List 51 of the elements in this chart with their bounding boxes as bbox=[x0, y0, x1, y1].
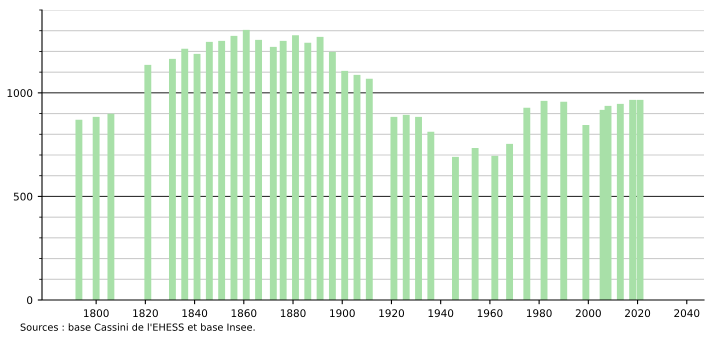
bar bbox=[402, 114, 410, 300]
bar bbox=[366, 78, 373, 300]
x-tick-label: 1860 bbox=[232, 309, 256, 318]
source-note: Sources : base Cassini de l'EHESS et base Insee. bbox=[20, 323, 255, 331]
bar bbox=[354, 74, 360, 300]
bar bbox=[523, 108, 530, 300]
bar bbox=[107, 114, 114, 300]
x-tick-label: 1800 bbox=[84, 309, 109, 318]
x-tick-label: 2040 bbox=[674, 309, 700, 318]
x-tick-label: 1940 bbox=[428, 309, 454, 318]
x-tick-label: 1960 bbox=[478, 309, 502, 318]
bar bbox=[472, 148, 479, 300]
bar bbox=[540, 100, 548, 300]
x-tick-label: 1880 bbox=[280, 309, 306, 318]
bar bbox=[292, 35, 299, 300]
bar bbox=[181, 48, 188, 300]
x-tick-label: 2020 bbox=[625, 309, 650, 318]
bar bbox=[341, 70, 348, 300]
x-tick-label: 1900 bbox=[330, 309, 355, 318]
bar bbox=[560, 102, 568, 300]
bar bbox=[194, 54, 200, 300]
y-tick-label: 1000 bbox=[8, 89, 32, 97]
bar bbox=[230, 36, 238, 300]
bar bbox=[270, 46, 277, 300]
y-tick-label: 0 bbox=[27, 296, 32, 304]
y-tick-label: 500 bbox=[14, 192, 32, 201]
bar bbox=[427, 132, 434, 300]
bar bbox=[616, 104, 624, 300]
bar bbox=[242, 30, 250, 300]
bar bbox=[491, 156, 498, 300]
bar bbox=[390, 116, 398, 300]
bar bbox=[144, 64, 152, 300]
bar bbox=[582, 124, 590, 300]
bar bbox=[415, 116, 422, 300]
bar bbox=[168, 58, 176, 300]
bar bbox=[206, 42, 213, 300]
bar bbox=[218, 40, 226, 300]
x-tick-label: 1980 bbox=[527, 309, 552, 318]
bar bbox=[280, 40, 287, 300]
x-tick-label: 1920 bbox=[379, 309, 404, 318]
bar bbox=[506, 144, 514, 300]
bar bbox=[92, 116, 100, 300]
bar bbox=[452, 156, 459, 300]
bar bbox=[316, 36, 324, 300]
bar bbox=[75, 120, 82, 300]
bar bbox=[255, 40, 262, 300]
x-tick-label: 1840 bbox=[182, 309, 208, 318]
bar bbox=[304, 42, 312, 300]
x-tick-label: 2000 bbox=[576, 309, 601, 318]
bar bbox=[328, 52, 336, 300]
x-tick-label: 1820 bbox=[133, 309, 158, 318]
